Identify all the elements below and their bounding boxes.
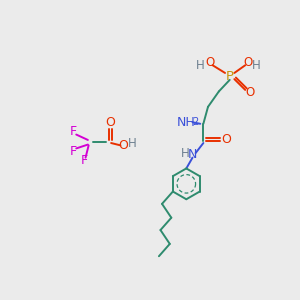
Text: O: O: [105, 116, 115, 129]
Text: O: O: [244, 56, 253, 69]
Text: H: H: [180, 146, 189, 160]
Text: H: H: [252, 59, 260, 72]
Text: NH: NH: [177, 116, 196, 129]
Text: O: O: [222, 134, 232, 146]
Text: O: O: [118, 139, 128, 152]
Text: N: N: [188, 148, 197, 161]
Text: F: F: [70, 125, 77, 138]
Text: O: O: [205, 56, 214, 69]
Text: F: F: [80, 154, 88, 167]
Text: P: P: [226, 70, 234, 83]
Text: H: H: [128, 136, 136, 149]
Text: F: F: [70, 145, 77, 158]
Text: O: O: [245, 86, 254, 100]
Text: 2: 2: [193, 117, 199, 127]
Text: H: H: [196, 59, 205, 72]
